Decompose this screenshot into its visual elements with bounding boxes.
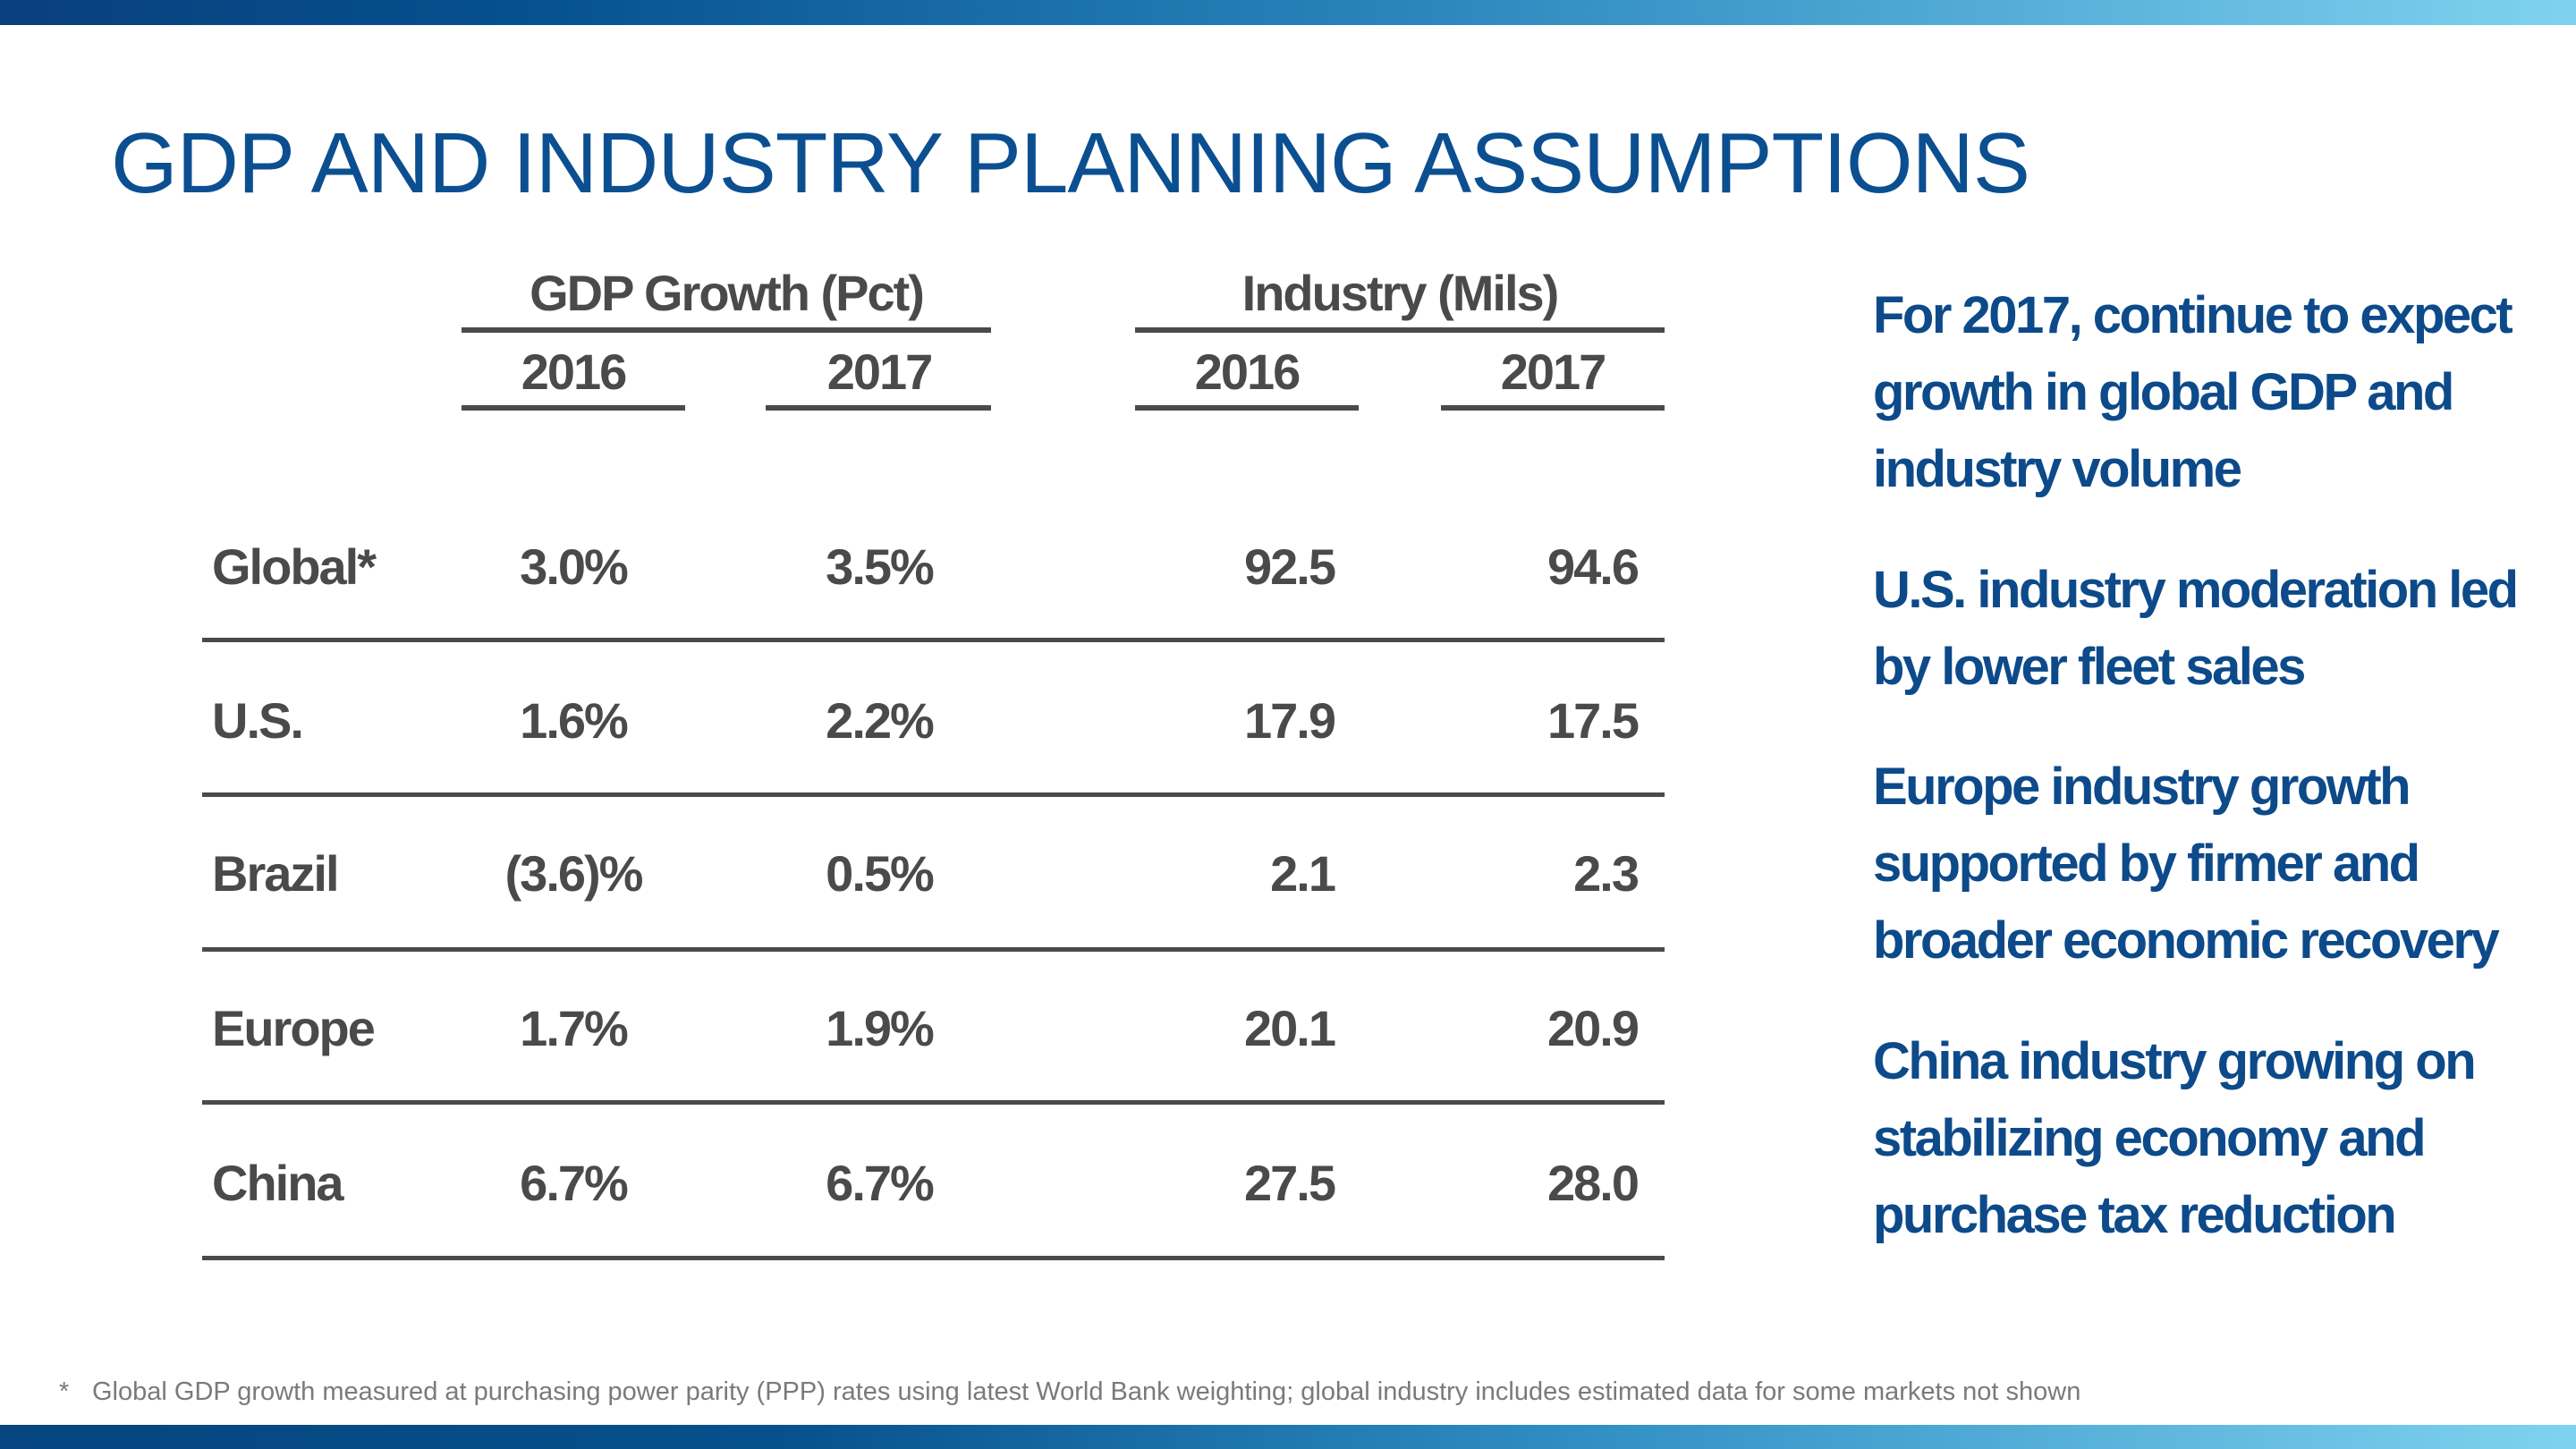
row-label: U.S. [212,692,304,749]
cell: 92.5 [1244,538,1336,595]
cell: 1.9% [826,1000,935,1056]
row-divider [202,947,1665,952]
cell: 2.2% [826,692,935,749]
footnote-text: Global GDP growth measured at purchasing… [92,1377,2081,1406]
footnote-marker: * [59,1377,70,1406]
cell: 17.9 [1244,692,1336,749]
row-divider [202,1256,1665,1260]
row-divider [202,638,1665,642]
cell: 0.5% [826,845,935,902]
year-underline [462,405,685,411]
group-underline-industry [1135,327,1665,333]
row-label: China [212,1155,344,1211]
bullet-text: China industry growing on stabilizing ec… [1873,1032,2477,1244]
cell: 6.7% [826,1155,935,1211]
cell: 27.5 [1244,1155,1336,1211]
bullet-text: Europe industry growth supported by firm… [1873,758,2500,970]
page-title: GDP AND INDUSTRY PLANNING ASSUMPTIONS [111,115,2030,211]
cell: 2.3 [1573,845,1640,902]
cell: 6.7% [520,1155,629,1211]
cell: 17.5 [1547,692,1640,749]
cell: 28.0 [1547,1155,1640,1211]
year-underline [1441,405,1665,411]
row-divider [202,1100,1665,1105]
year-header: 2016 [521,343,628,400]
year-header: 2017 [826,343,934,400]
group-underline-gdp [462,327,991,333]
year-underline [1135,405,1359,411]
bullet-text: U.S. industry moderation led by lower fl… [1873,561,2519,696]
cell: 3.5% [826,538,935,595]
bullet-text: For 2017, continue to expect growth in g… [1873,286,2513,498]
cell: 3.0% [520,538,629,595]
cell: (3.6)% [504,845,644,902]
cell: 20.9 [1547,1000,1640,1056]
cell: 20.1 [1244,1000,1336,1056]
row-label: Brazil [212,845,339,902]
year-underline [766,405,991,411]
row-divider [202,792,1665,797]
bottom-accent-bar [0,1425,2576,1449]
top-accent-bar [0,0,2576,25]
cell: 2.1 [1270,845,1336,902]
group-header-gdp: GDP Growth (Pct) [530,265,925,321]
year-header: 2016 [1194,343,1301,400]
year-header: 2017 [1500,343,1607,400]
cell: 94.6 [1547,538,1640,595]
cell: 1.7% [520,1000,629,1056]
row-label: Europe [212,1000,376,1056]
row-label: Global* [212,538,377,595]
group-header-industry: Industry (Mils) [1241,265,1560,321]
cell: 1.6% [520,692,629,749]
